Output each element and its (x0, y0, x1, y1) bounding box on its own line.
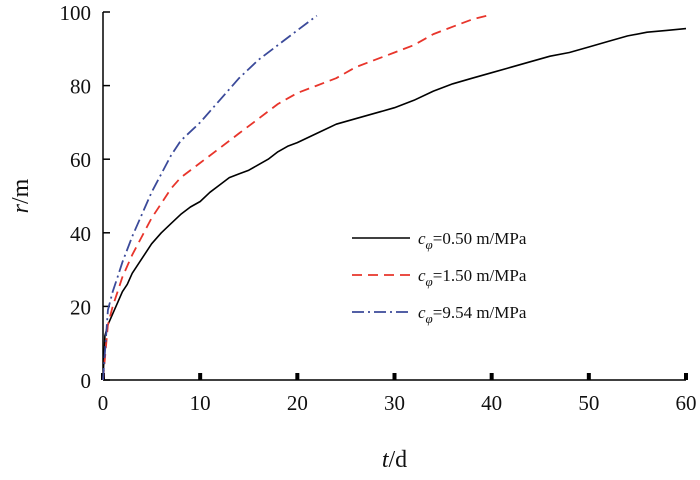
legend-rest: =1.50 m/MPa (433, 266, 527, 285)
series-layer (102, 14, 687, 381)
x-tick-label: 60 (676, 391, 697, 415)
y-tick-label: 80 (70, 75, 91, 99)
legend-subscript: φ (426, 274, 433, 289)
legend-label-2: cφ=1.50 m/MPa (418, 266, 527, 289)
legend-label-3: cφ=9.54 m/MPa (418, 303, 527, 326)
x-tick-label: 20 (287, 391, 308, 415)
legend-rest: =9.54 m/MPa (433, 303, 527, 322)
series-line-3 (102, 14, 318, 381)
y-axis-var: r (8, 203, 34, 213)
x-axis-unit: /d (389, 447, 408, 473)
legend-subscript: φ (426, 311, 433, 326)
legend-symbol: c (418, 266, 426, 285)
axes: 0 10 20 30 40 50 60 0 20 40 60 80 100 t/d r/m (8, 1, 697, 473)
y-tick-label: 60 (70, 148, 91, 172)
legend-rest: =0.50 m/MPa (433, 229, 527, 248)
series-line-1 (102, 27, 687, 381)
x-tick-label: 40 (481, 391, 502, 415)
y-tick-label: 40 (70, 222, 91, 246)
y-axis-title: r/m (8, 178, 34, 213)
x-tick-label: 0 (98, 391, 109, 415)
legend-subscript: φ (426, 237, 433, 252)
x-tick-label: 30 (384, 391, 405, 415)
x-axis-var: t (382, 447, 390, 473)
y-tick-label: 0 (81, 369, 92, 393)
legend-symbol: c (418, 303, 426, 322)
x-axis-title: t/d (382, 447, 407, 473)
x-tick-label: 10 (190, 391, 211, 415)
legend-symbol: c (418, 229, 426, 248)
legend-label-1: cφ=0.50 m/MPa (418, 229, 527, 252)
y-tick-label: 100 (60, 1, 92, 25)
series-line-2 (102, 14, 488, 381)
y-tick-label: 20 (70, 295, 91, 319)
x-tick-label: 50 (578, 391, 599, 415)
y-axis-unit: /m (8, 178, 34, 204)
